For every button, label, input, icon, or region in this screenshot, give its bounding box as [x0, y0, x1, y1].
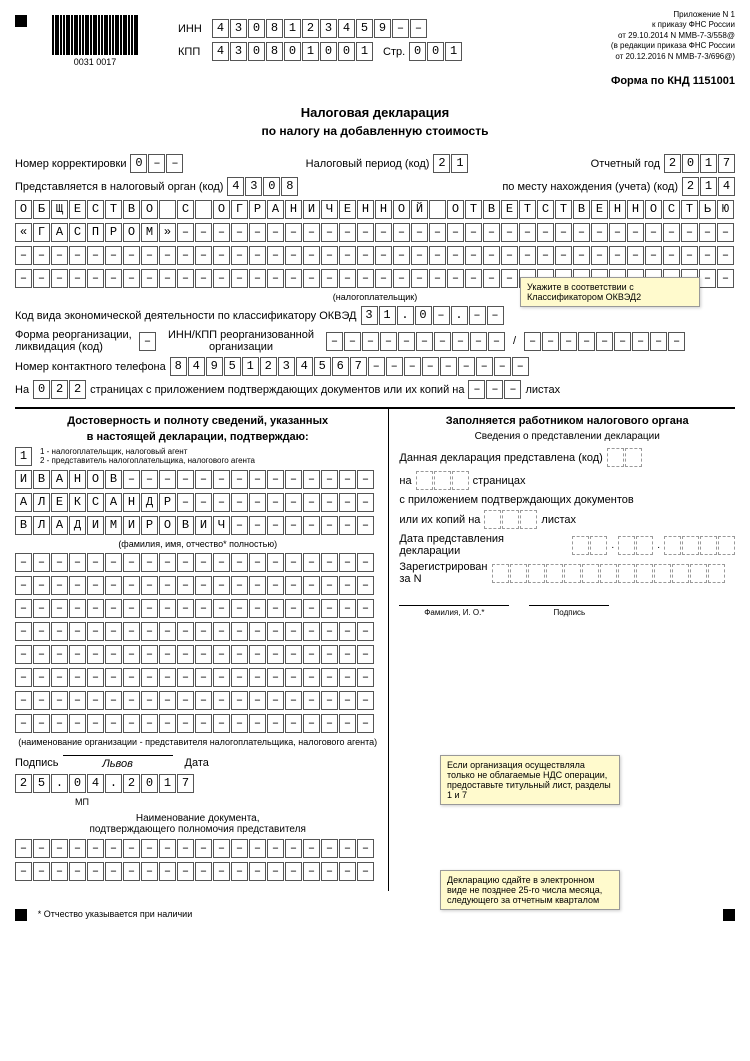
reorg-cells: – [139, 332, 156, 351]
reorg-kpp-cells: ––––––––– [524, 332, 685, 351]
r2: –––––––––––––––––––– [15, 576, 374, 595]
r5: –––––––––––––––––––– [15, 645, 374, 664]
okved-label: Код вида экономической деятельности по к… [15, 310, 357, 322]
pages-label2: страницах с приложением подтверждающих д… [90, 384, 464, 396]
str-label: Стр. [383, 46, 405, 58]
barcode-text: 0031 0017 [52, 57, 138, 67]
kpp-label: КПП [178, 46, 208, 58]
repr-note: (наименование организации - представител… [15, 737, 380, 747]
subtitle: по налогу на добавленную стоимость [15, 124, 735, 138]
callout-okved: Укажите в соответствии с Классификатором… [520, 277, 700, 307]
phone-cells: 84951234567––––––––– [170, 357, 529, 376]
form-code: Форма по КНД 1151001 [15, 75, 735, 87]
str-cells: 001 [409, 42, 462, 61]
header-appendix: Приложение N 1 к приказу ФНС России от 2… [611, 10, 735, 62]
marker-top-left [15, 15, 27, 27]
signature-value: Львов [63, 755, 173, 770]
marker-bottom-left [15, 909, 27, 921]
patronymic: ВЛАДИМИРОВИЧ–––––––– [15, 516, 374, 535]
r3: –––––––––––––––––––– [15, 599, 374, 618]
org-line1: ОБЩЕСТВОСОГРАНИЧЕННОЙОТВЕТСТВЕННОСТЬЮ [15, 200, 734, 219]
left-title2: в настоящей декларации, подтверждаю: [15, 431, 380, 443]
left-title1: Достоверность и полноту сведений, указан… [15, 415, 380, 427]
place-label: по месту нахождения (учета) (код) [502, 181, 678, 193]
phone-label: Номер контактного телефона [15, 361, 166, 373]
name: АЛЕКСАНДР––––––––––– [15, 493, 374, 512]
r4: –––––––––––––––––––– [15, 622, 374, 641]
period-label: Налоговый период (код) [306, 158, 430, 170]
okved-cells: 31.0–.–– [361, 306, 504, 325]
year-cells: 2017 [664, 154, 735, 173]
barcode: 0031 0017 [52, 15, 138, 67]
reorg-label: Форма реорганизации, ликвидация (код) [15, 329, 135, 353]
right-title: Заполняется работником налогового органа [399, 415, 735, 427]
r8: –––––––––––––––––––– [15, 714, 374, 733]
org-line3: –––––––––––––––––––––––––––––––––––––––– [15, 246, 734, 265]
confirm-cells: 1 [15, 447, 32, 466]
fio-note: (фамилия, имя, отчество* полностью) [15, 539, 380, 549]
surname: ИВАНОВ–––––––––––––– [15, 470, 374, 489]
reorg-inn-label: ИНН/КПП реорганизованной организации [168, 329, 314, 353]
date-cells: 25.04.2017 [15, 774, 194, 793]
place-cells: 214 [682, 177, 735, 196]
reorg-inn-cells: –––––––––– [326, 332, 505, 351]
pages-cells: 022 [33, 380, 86, 399]
year-label: Отчетный год [591, 158, 660, 170]
period-cells: 21 [433, 154, 468, 173]
marker-bottom-right [723, 909, 735, 921]
correction-cells: 0–– [130, 154, 183, 173]
r6: –––––––––––––––––––– [15, 668, 374, 687]
pages-copies: ––– [468, 380, 521, 399]
org-line2: «ГАСПРОМ»––––––––––––––––––––––––––––––– [15, 223, 734, 242]
callout-sections: Если организация осуществляла только не … [440, 755, 620, 805]
correction-label: Номер корректировки [15, 158, 126, 170]
pages-label1: На [15, 384, 29, 396]
title: Налоговая декларация [15, 105, 735, 120]
d2: –––––––––––––––––––– [15, 862, 374, 881]
inn-label: ИНН [178, 23, 208, 35]
organ-cells: 4308 [227, 177, 298, 196]
footer-note: * Отчество указывается при наличии [38, 909, 192, 919]
r7: –––––––––––––––––––– [15, 691, 374, 710]
d1: –––––––––––––––––––– [15, 839, 374, 858]
pages-label3: листах [525, 384, 560, 396]
r1: –––––––––––––––––––– [15, 553, 374, 572]
inn-cells: 4308123459–– [212, 19, 427, 38]
callout-deadline: Декларацию сдайте в электронном виде не … [440, 870, 620, 910]
kpp-cells: 430801001 [212, 42, 373, 61]
organ-label: Представляется в налоговый орган (код) [15, 181, 223, 193]
